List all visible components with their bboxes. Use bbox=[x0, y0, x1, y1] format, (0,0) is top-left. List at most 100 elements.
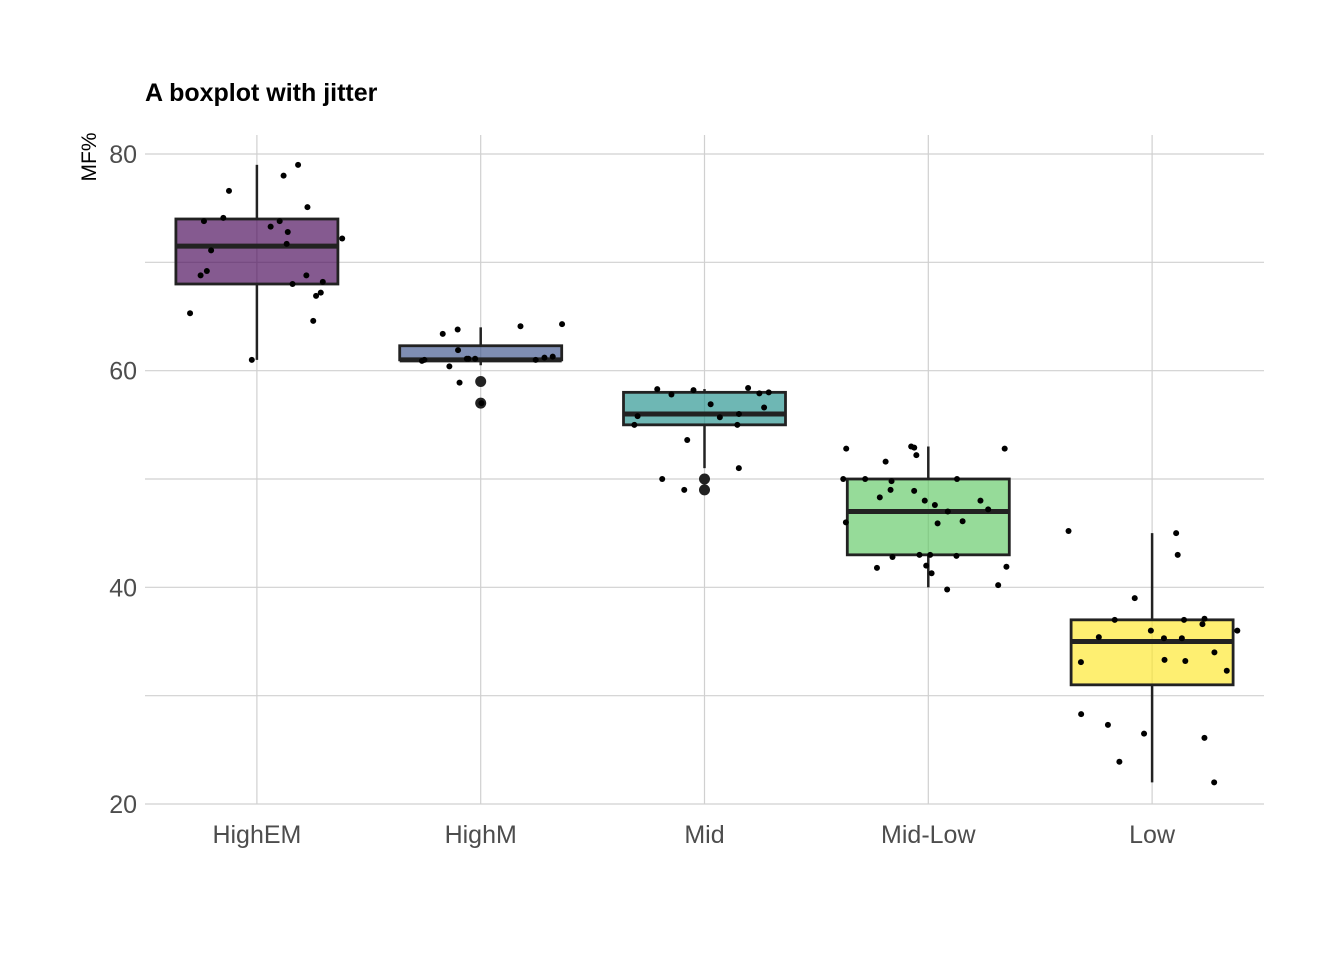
jitter-points bbox=[187, 161, 1241, 786]
jitter-point bbox=[668, 391, 675, 398]
y-axis-label: MF% bbox=[78, 133, 101, 182]
jitter-point bbox=[187, 310, 194, 317]
jitter-point bbox=[977, 497, 984, 504]
jitter-point bbox=[843, 445, 850, 452]
jitter-point bbox=[303, 272, 310, 279]
jitter-point bbox=[913, 452, 920, 459]
jitter-point bbox=[995, 582, 1002, 589]
jitter-point bbox=[200, 218, 207, 225]
jitter-point bbox=[1104, 721, 1111, 728]
jitter-point bbox=[954, 476, 961, 482]
y-tick-label: 80 bbox=[109, 141, 137, 169]
jitter-point bbox=[684, 437, 691, 443]
jitter-point bbox=[745, 385, 752, 391]
jitter-point bbox=[1003, 563, 1010, 570]
jitter-point bbox=[634, 413, 641, 420]
jitter-point bbox=[889, 554, 896, 560]
jitter-point bbox=[319, 278, 326, 285]
jitter-point bbox=[735, 411, 742, 417]
x-tick-label: HighM bbox=[445, 821, 517, 849]
jitter-point bbox=[1199, 621, 1206, 628]
jitter-point bbox=[1182, 658, 1189, 664]
jitter-point bbox=[455, 347, 462, 354]
jitter-point bbox=[734, 421, 741, 428]
jitter-point bbox=[944, 586, 951, 593]
tick-labels: 20 40 60 80 HighEM HighM Mid Mid-Low Low bbox=[109, 141, 1176, 849]
jitter-point bbox=[208, 247, 215, 254]
jitter-point bbox=[681, 486, 688, 493]
jitter-point bbox=[707, 401, 714, 408]
jitter-point bbox=[276, 218, 283, 225]
jitter-point bbox=[1173, 530, 1180, 537]
y-tick-label: 60 bbox=[109, 358, 137, 386]
jitter-point bbox=[1211, 779, 1218, 786]
jitter-point bbox=[911, 444, 918, 451]
jitter-point bbox=[1174, 551, 1181, 558]
jitter-point bbox=[472, 355, 479, 362]
jitter-point bbox=[876, 494, 883, 501]
jitter-point bbox=[197, 272, 204, 279]
jitter-point bbox=[1201, 734, 1208, 741]
jitter-point bbox=[631, 421, 638, 428]
jitter-point bbox=[953, 552, 960, 559]
jitter-point bbox=[1178, 635, 1185, 642]
jitter-point bbox=[225, 187, 232, 194]
jitter-point bbox=[283, 240, 290, 247]
jitter-point bbox=[313, 292, 320, 299]
jitter-point bbox=[1160, 635, 1167, 642]
jitter-point bbox=[220, 214, 227, 221]
jitter-point bbox=[248, 356, 255, 363]
jitter-point bbox=[923, 562, 930, 569]
jitter-point bbox=[690, 387, 697, 394]
jitter-point bbox=[295, 161, 302, 168]
jitter-point bbox=[1147, 627, 1154, 634]
jitter-point bbox=[1077, 659, 1084, 666]
outlier-point bbox=[699, 484, 710, 496]
jitter-point bbox=[1001, 445, 1008, 452]
jitter-point bbox=[304, 204, 311, 211]
jitter-point bbox=[765, 389, 772, 396]
x-tick-label: HighEM bbox=[212, 821, 301, 849]
jitter-point bbox=[280, 172, 287, 179]
jitter-point bbox=[418, 357, 425, 364]
box-mid bbox=[622, 390, 787, 427]
jitter-point bbox=[931, 502, 938, 508]
jitter-point bbox=[761, 404, 768, 411]
jitter-point bbox=[887, 486, 894, 493]
jitter-point bbox=[716, 414, 723, 421]
jitter-point bbox=[1095, 634, 1102, 641]
jitter-point bbox=[934, 520, 941, 527]
jitter-point bbox=[1211, 649, 1218, 656]
jitter-point bbox=[882, 458, 889, 465]
box-highem bbox=[174, 217, 340, 286]
jitter-point bbox=[1065, 528, 1072, 534]
y-tick-label: 20 bbox=[109, 791, 137, 819]
jitter-point bbox=[532, 356, 539, 363]
jitter-point bbox=[888, 478, 895, 485]
jitter-point bbox=[842, 519, 849, 526]
jitter-point bbox=[928, 570, 935, 577]
jitter-point bbox=[1161, 656, 1168, 663]
jitter-point bbox=[840, 476, 847, 482]
jitter-point bbox=[1078, 711, 1085, 718]
jitter-point bbox=[1181, 616, 1188, 623]
jitter-point bbox=[456, 379, 463, 386]
jitter-point bbox=[1116, 758, 1123, 765]
jitter-point bbox=[944, 508, 951, 515]
jitter-point bbox=[985, 506, 992, 513]
box-mid-low bbox=[845, 477, 1011, 557]
jitter-point bbox=[203, 268, 210, 274]
jitter-point bbox=[659, 476, 666, 482]
jitter-point bbox=[1111, 616, 1118, 623]
jitter-point bbox=[654, 386, 661, 393]
jitter-point bbox=[735, 465, 742, 472]
jitter-point bbox=[921, 497, 928, 504]
jitter-point bbox=[1141, 730, 1148, 737]
jitter-point bbox=[317, 289, 324, 296]
jitter-point bbox=[310, 317, 317, 324]
outlier-point bbox=[475, 376, 487, 387]
jitter-point bbox=[454, 326, 461, 333]
x-tick-label: Low bbox=[1129, 821, 1176, 849]
jitter-point bbox=[756, 390, 763, 397]
